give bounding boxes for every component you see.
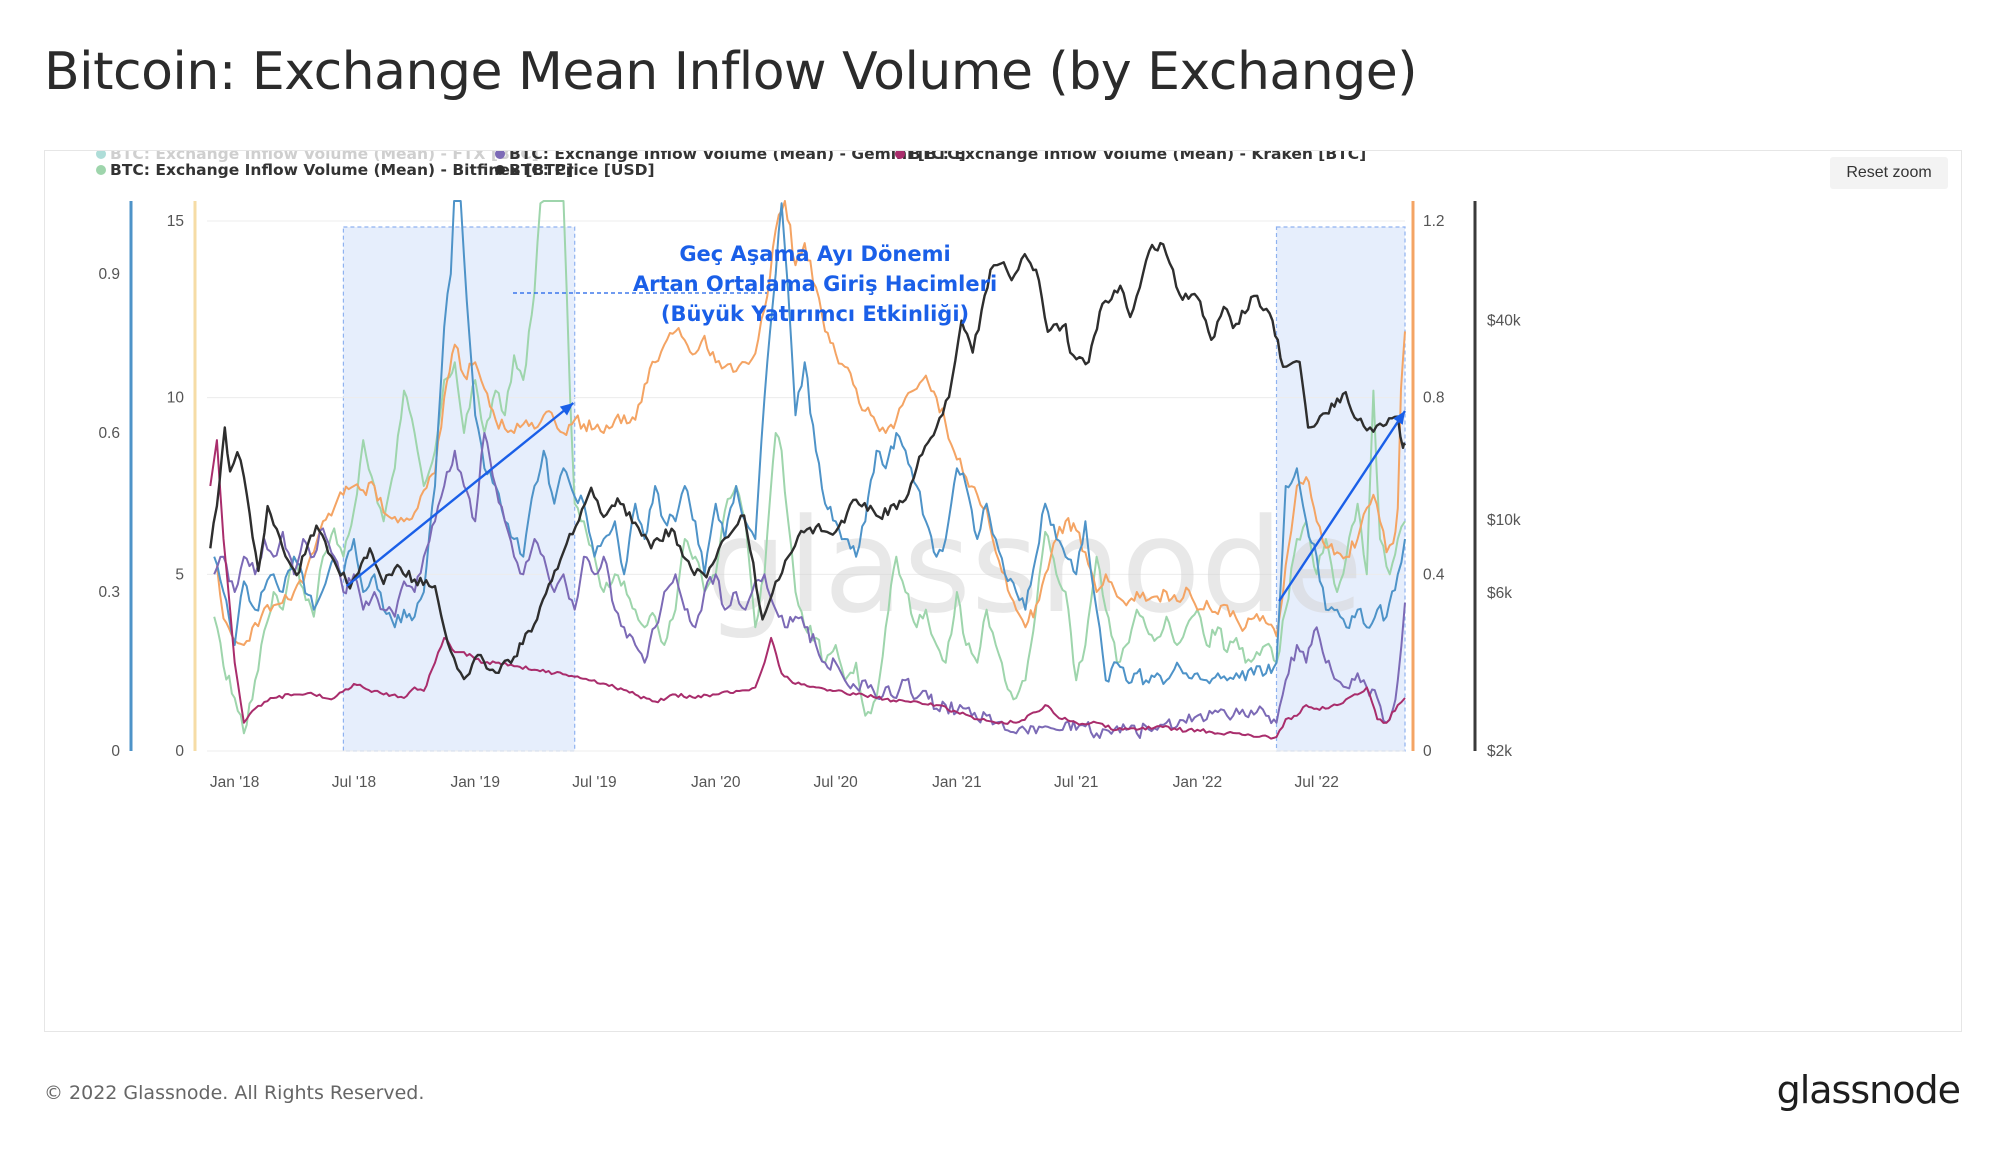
y-tick-all-exchanges: 0 xyxy=(111,743,120,760)
legend-label-bitfinex: BTC: Exchange Inflow Volume (Mean) - Bit… xyxy=(110,161,573,179)
series-line-price[interactable] xyxy=(209,241,1407,681)
y-tick-all-exchanges: 0.6 xyxy=(98,425,120,442)
page-title: Bitcoin: Exchange Mean Inflow Volume (by… xyxy=(44,42,1418,102)
y-tick-main: 0 xyxy=(175,743,184,760)
series-line-bitfinex[interactable] xyxy=(213,200,1406,735)
highlight-band-2 xyxy=(1275,226,1406,752)
y-tick-main: 15 xyxy=(167,213,184,230)
chart-frame: glassnode 0 0.3 0.6 0.9 0 5 10 15 0 0.4 0.8 1.2 $2k $… xyxy=(44,150,1962,1032)
glassnode-logo[interactable]: glassnode xyxy=(1776,1068,1961,1112)
reset-zoom-button[interactable]: Reset zoom xyxy=(1830,157,1948,189)
y-tick-all-exchanges: 0.3 xyxy=(98,584,120,601)
legend-item-gemini[interactable]: BTC: Exchange Inflow Volume (Mean) - Gem… xyxy=(495,151,966,163)
y-tick-binance: 0 xyxy=(1423,743,1432,760)
series-lines xyxy=(209,200,1407,740)
annotation-arrow-2018-shaft xyxy=(345,402,575,587)
x-tick: Jul '18 xyxy=(332,774,376,791)
legend-label-ftx: BTC: Exchange Inflow Volume (Mean) - FTX… xyxy=(110,151,539,163)
annotation-arrow-2022 xyxy=(1278,410,1407,602)
chart-canvas[interactable]: glassnode 00.30.60.905101500.40.81.2$2k$… xyxy=(45,151,1963,1033)
y-tick-main: 10 xyxy=(167,390,185,407)
x-tick: Jul '19 xyxy=(572,774,616,791)
annotation-arrow-2022-shaft xyxy=(1278,410,1407,602)
y-tick-binance: 1.2 xyxy=(1423,213,1445,230)
y-tick-all-exchanges: 0.9 xyxy=(98,266,120,283)
legend-swatch-gemini xyxy=(495,151,505,159)
highlight-bands xyxy=(342,226,1406,752)
x-tick: Jan '22 xyxy=(1173,774,1223,791)
legend-label-price: BTC: Price [USD] xyxy=(509,161,655,179)
legend-swatch-kraken xyxy=(895,151,905,159)
x-tick: Jan '18 xyxy=(210,774,260,791)
legend-item-kraken[interactable]: BTC: Exchange Inflow Volume (Mean) - Kra… xyxy=(895,151,1366,163)
y-tick-price: $6k xyxy=(1487,585,1512,602)
legend-item-price[interactable]: BTC: Price [USD] xyxy=(495,161,655,179)
annotation-line-1: Geç Aşama Ayı Dönemi xyxy=(679,242,950,266)
annotation-arrow-2018-head xyxy=(559,403,574,416)
axes: 0 0.3 0.6 0.9 0 5 10 15 0 0.4 0.8 1.2 $2k $6k $10k $40k… xyxy=(98,201,1521,791)
annotations: Geç Aşama Ayı Dönemi Artan Ortalama Giri… xyxy=(345,242,1407,602)
series-line-gemini[interactable] xyxy=(213,432,1406,739)
legend-swatch-ftx xyxy=(96,151,106,159)
y-tick-price: $40k xyxy=(1487,313,1521,330)
legend-item-ftx[interactable]: BTC: Exchange Inflow Volume (Mean) - FTX… xyxy=(96,151,539,163)
legend-label-gemini: BTC: Exchange Inflow Volume (Mean) - Gem… xyxy=(509,151,966,163)
legend-swatch-price xyxy=(495,165,505,175)
y-tick-price: $10k xyxy=(1487,512,1521,529)
x-tick: Jan '19 xyxy=(450,774,500,791)
legend-label-kraken: BTC: Exchange Inflow Volume (Mean) - Kra… xyxy=(909,151,1366,163)
legend: BTC: Exchange Inflow Volume (Mean) - All… xyxy=(96,151,1366,179)
x-tick: Jul '22 xyxy=(1295,774,1339,791)
x-tick: Jan '20 xyxy=(691,774,741,791)
annotation-line-2: Artan Ortalama Giriş Hacimleri xyxy=(633,272,997,296)
x-tick: Jan '21 xyxy=(932,774,982,791)
y-tick-main: 5 xyxy=(175,566,184,583)
x-tick: Jul '21 xyxy=(1054,774,1098,791)
series-line-coinbase[interactable] xyxy=(213,200,1406,686)
annotation-line-3: (Büyük Yatırımcı Etkinliği) xyxy=(661,302,969,326)
legend-item-bitfinex[interactable]: BTC: Exchange Inflow Volume (Mean) - Bit… xyxy=(96,161,573,179)
series-line-binance[interactable] xyxy=(215,200,1406,646)
legend-swatch-bitfinex xyxy=(96,165,106,175)
annotation-arrow-2018 xyxy=(345,402,575,587)
y-tick-binance: 0.4 xyxy=(1423,566,1445,583)
highlight-band-1 xyxy=(342,226,576,752)
footer-copyright: © 2022 Glassnode. All Rights Reserved. xyxy=(44,1082,425,1104)
y-tick-price: $2k xyxy=(1487,743,1512,760)
annotation-arrow-2022-head xyxy=(1393,411,1405,425)
y-tick-binance: 0.8 xyxy=(1423,390,1445,407)
series-line-kraken[interactable] xyxy=(209,439,1406,740)
x-tick: Jul '20 xyxy=(813,774,858,791)
